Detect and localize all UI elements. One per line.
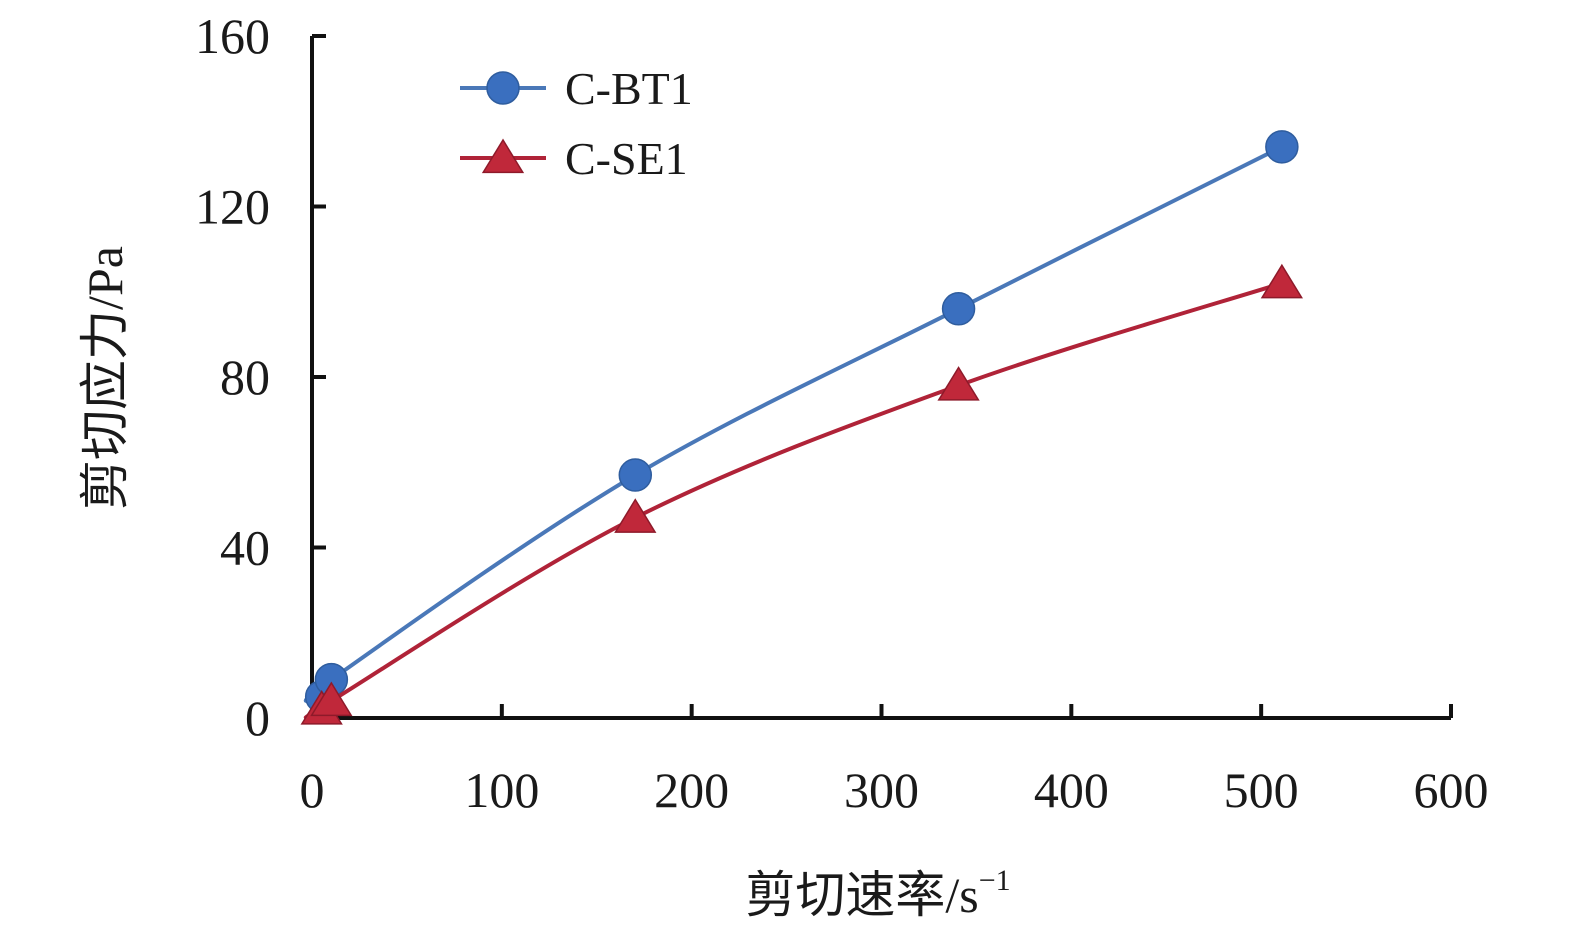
legend: C-BT1 C-SE1 — [460, 63, 693, 184]
data-point-c-se1 — [310, 681, 353, 717]
legend-marker-c-bt1 — [486, 71, 520, 105]
x-tick-label: 100 — [464, 762, 539, 818]
data-point-c-bt1 — [1265, 130, 1299, 164]
x-axis-title-text: 剪切速率/s — [745, 867, 978, 923]
x-axis-title: 剪切速率/s−1 — [745, 864, 1010, 923]
legend-marker-c-se1 — [481, 138, 525, 174]
series-line-c-se1 — [303, 281, 1283, 720]
x-tick-label: 400 — [1034, 762, 1109, 818]
axes: 0 40 80 120 160 0 100 200 300 400 500 600 — [195, 8, 1489, 818]
legend-label-c-bt1: C-BT1 — [565, 63, 693, 114]
data-point-c-bt1 — [618, 458, 653, 492]
x-tick-label: 600 — [1414, 762, 1489, 818]
x-axis-title-superscript: −1 — [979, 864, 1011, 897]
data-point-c-se1 — [937, 366, 980, 401]
x-tick-label: 0 — [300, 762, 325, 818]
series-c-se1 — [300, 263, 1303, 725]
data-point-c-bt1 — [941, 292, 976, 326]
legend-label-c-se1: C-SE1 — [565, 133, 688, 184]
y-tick-label: 0 — [245, 690, 270, 746]
y-tick-label: 80 — [220, 349, 270, 405]
x-tick-label: 200 — [654, 762, 729, 818]
series-c-bt1 — [303, 130, 1299, 714]
x-tick-label: 500 — [1224, 762, 1299, 818]
y-tick-label: 40 — [220, 520, 270, 576]
y-tick-label: 120 — [195, 179, 270, 235]
data-point-c-se1 — [614, 498, 657, 533]
series-layer — [300, 130, 1303, 725]
y-axis-title: 剪切应力/Pa — [77, 246, 133, 510]
x-tick-label: 300 — [844, 762, 919, 818]
series-line-c-bt1 — [303, 145, 1283, 704]
y-tick-label: 160 — [195, 8, 270, 64]
data-point-c-se1 — [1260, 263, 1303, 299]
